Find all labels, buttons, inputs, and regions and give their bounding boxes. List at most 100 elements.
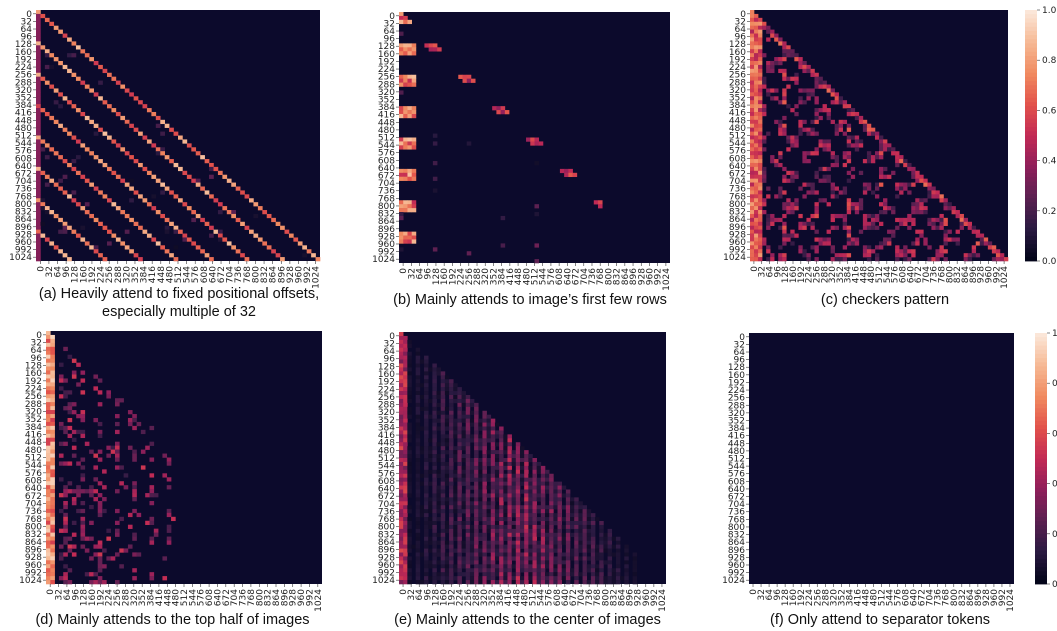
heatmap-cell xyxy=(415,544,421,549)
heatmap-cell xyxy=(818,80,823,85)
heatmap-cell xyxy=(469,560,475,565)
heatmap-cell xyxy=(235,217,241,223)
heatmap-cell xyxy=(457,426,462,431)
heatmap-cell xyxy=(549,540,554,545)
heatmap-cell xyxy=(403,15,408,21)
heatmap-cell xyxy=(440,513,446,518)
x-tick-label: 64 xyxy=(415,589,425,601)
heatmap-cell xyxy=(461,454,467,459)
heatmap-cell xyxy=(519,560,525,565)
heatmap-cell xyxy=(838,100,844,105)
heatmap-cell xyxy=(786,170,791,176)
x-tick-label: 224 xyxy=(805,589,815,606)
heatmap-cell xyxy=(44,182,50,187)
heatmap-cell xyxy=(603,580,608,585)
heatmap-cell xyxy=(536,572,542,577)
y-tick-label: 928 xyxy=(25,553,42,563)
heatmap-cell xyxy=(440,395,446,400)
heatmap-cell xyxy=(173,194,179,199)
heatmap-cell xyxy=(557,580,562,585)
heatmap-cell xyxy=(895,253,900,258)
heatmap-cell xyxy=(436,454,442,459)
heatmap-cell xyxy=(899,221,904,226)
heatmap-cell xyxy=(991,245,997,250)
heatmap-cell xyxy=(84,241,90,246)
heatmap-cell xyxy=(436,410,442,415)
heatmap-cell xyxy=(440,446,446,451)
heatmap-cell xyxy=(436,391,442,396)
heatmap-cell xyxy=(879,166,884,172)
heatmap-cell xyxy=(486,548,492,553)
heatmap-cell xyxy=(549,572,554,577)
heatmap-cell xyxy=(494,461,500,467)
x-tick-label: 608 xyxy=(555,268,565,285)
heatmap-cell xyxy=(102,564,107,569)
heatmap-cell xyxy=(469,568,475,573)
heatmap-cell xyxy=(486,524,492,530)
heatmap-cell xyxy=(511,580,517,585)
heatmap-cell xyxy=(403,564,408,569)
heatmap-cell xyxy=(790,202,795,207)
x-tick-label: 320 xyxy=(829,589,839,606)
x-tick-label: 832 xyxy=(953,266,963,283)
heatmap-cell xyxy=(507,524,512,530)
heatmap-cell xyxy=(407,113,412,119)
heatmap-cell xyxy=(511,528,517,534)
heatmap-cell xyxy=(399,454,404,459)
heatmap-cell xyxy=(883,174,888,179)
heatmap-cell xyxy=(486,528,492,534)
heatmap-cell xyxy=(465,414,471,419)
heatmap-cell xyxy=(461,544,467,549)
heatmap-cell xyxy=(195,178,201,183)
heatmap-cell xyxy=(515,473,521,478)
heatmap-cell xyxy=(975,229,981,234)
heatmap-cell xyxy=(750,147,755,152)
heatmap-cell xyxy=(166,508,172,514)
heatmap-cell xyxy=(474,509,479,514)
heatmap-cell xyxy=(862,245,868,250)
heatmap-cell xyxy=(862,186,868,191)
heatmap-cell xyxy=(432,446,437,451)
x-tick-label: 160 xyxy=(440,589,450,606)
heatmap-cell xyxy=(432,521,437,526)
heatmap-cell xyxy=(486,473,492,478)
heatmap-cell xyxy=(428,43,434,48)
heatmap-cell xyxy=(71,437,77,442)
heatmap-cell xyxy=(557,548,562,553)
x-tick-label: 704 xyxy=(577,589,587,606)
heatmap-cell xyxy=(870,249,876,254)
heatmap-cell xyxy=(449,528,454,534)
heatmap-cell xyxy=(570,501,575,506)
heatmap-cell xyxy=(440,485,446,490)
heatmap-cell xyxy=(407,465,412,471)
heatmap-cell xyxy=(399,481,404,486)
heatmap-cell xyxy=(486,580,492,585)
heatmap-cell xyxy=(595,580,600,585)
heatmap-cell xyxy=(457,517,462,522)
heatmap-cell xyxy=(507,434,512,439)
panel-c: 0 32 64 96 128 160 192 224 256 288 320 352 384 416 448… xyxy=(705,0,1057,325)
heatmap-cell xyxy=(407,469,412,475)
heatmap-cell xyxy=(570,524,575,530)
heatmap-cell xyxy=(424,406,429,412)
y-tick-label: 64 xyxy=(31,346,43,356)
heatmap-cell xyxy=(866,245,872,250)
heatmap-cell xyxy=(754,245,759,250)
heatmap-cell xyxy=(67,481,73,486)
y-tick-label: 288 xyxy=(729,78,746,88)
heatmap-cell xyxy=(49,53,55,58)
heatmap-cell xyxy=(758,115,763,121)
y-tick-label: 320 xyxy=(378,88,395,98)
x-tick-label: 704 xyxy=(230,589,240,606)
heatmap-cell xyxy=(951,210,956,215)
x-tick-label: 384 xyxy=(845,589,855,606)
heatmap-cell xyxy=(486,513,492,518)
heatmap-cell xyxy=(499,513,504,518)
heatmap-cell xyxy=(754,213,759,219)
heatmap-cell xyxy=(519,473,525,478)
y-tick-label: 896 xyxy=(729,223,746,233)
heatmap-cell xyxy=(540,521,546,526)
heatmap-cell xyxy=(399,493,404,498)
heatmap-cell xyxy=(987,241,993,246)
heatmap-cell xyxy=(895,162,900,168)
